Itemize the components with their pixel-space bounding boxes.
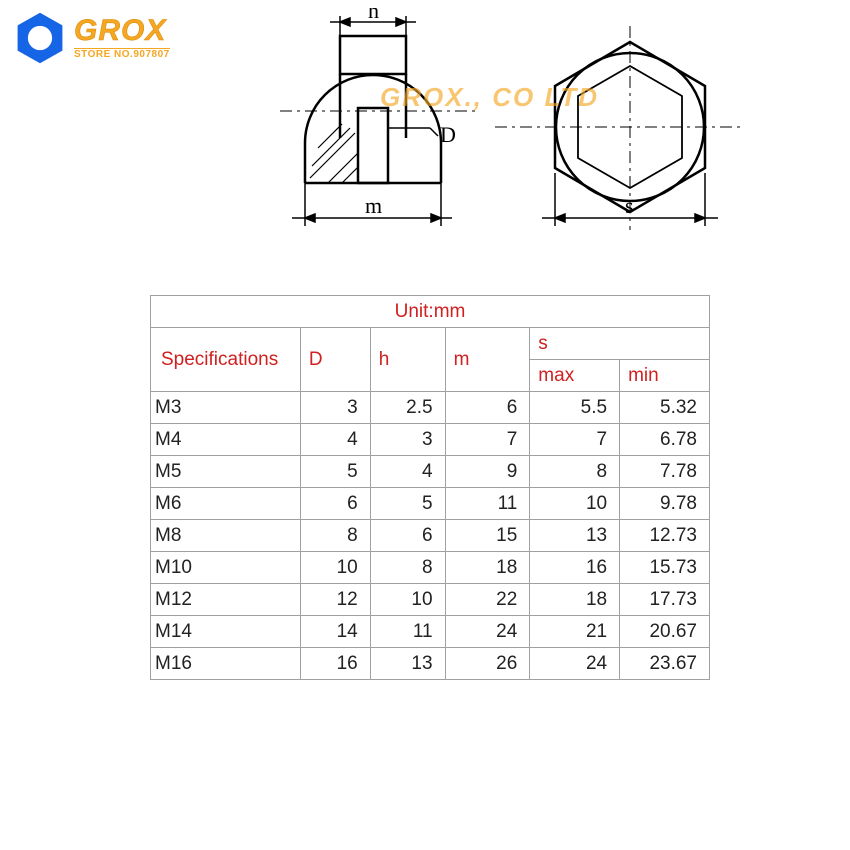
store-number: STORE NO.907807 xyxy=(74,48,170,60)
table-row: M66511109.78 xyxy=(151,488,710,520)
cell-smin: 15.73 xyxy=(620,552,710,584)
table-row: M554987.78 xyxy=(151,456,710,488)
cell-spec: M8 xyxy=(151,520,301,552)
cell-smax: 16 xyxy=(530,552,620,584)
cell-smin: 20.67 xyxy=(620,616,710,648)
cell-D: 10 xyxy=(300,552,370,584)
cell-smin: 23.67 xyxy=(620,648,710,680)
cell-smax: 8 xyxy=(530,456,620,488)
hdr-smin: min xyxy=(620,360,710,392)
table-row: M161613262423.67 xyxy=(151,648,710,680)
cell-h: 4 xyxy=(370,456,445,488)
cell-m: 6 xyxy=(445,392,530,424)
cell-spec: M14 xyxy=(151,616,301,648)
cell-m: 15 xyxy=(445,520,530,552)
cell-D: 5 xyxy=(300,456,370,488)
cell-spec: M5 xyxy=(151,456,301,488)
cell-m: 26 xyxy=(445,648,530,680)
cell-m: 9 xyxy=(445,456,530,488)
cell-smax: 10 xyxy=(530,488,620,520)
cell-smin: 7.78 xyxy=(620,456,710,488)
hex-nut-icon xyxy=(12,10,68,66)
cell-smin: 9.78 xyxy=(620,488,710,520)
cell-D: 12 xyxy=(300,584,370,616)
cell-spec: M4 xyxy=(151,424,301,456)
cell-h: 8 xyxy=(370,552,445,584)
cell-h: 10 xyxy=(370,584,445,616)
cell-m: 18 xyxy=(445,552,530,584)
hdr-m: m xyxy=(445,328,530,392)
table-row: M10108181615.73 xyxy=(151,552,710,584)
technical-diagram: h m D s xyxy=(280,8,750,248)
brand-logo: GROX STORE NO.907807 xyxy=(12,10,170,66)
cell-m: 24 xyxy=(445,616,530,648)
cell-m: 11 xyxy=(445,488,530,520)
cell-D: 3 xyxy=(300,392,370,424)
cell-D: 16 xyxy=(300,648,370,680)
hdr-D: D xyxy=(300,328,370,392)
cell-m: 22 xyxy=(445,584,530,616)
table-row: M141411242120.67 xyxy=(151,616,710,648)
cell-D: 4 xyxy=(300,424,370,456)
brand-name: GROX xyxy=(74,16,170,46)
cell-h: 13 xyxy=(370,648,445,680)
cell-spec: M10 xyxy=(151,552,301,584)
label-D: D xyxy=(440,122,456,147)
label-m: m xyxy=(365,193,382,218)
table-row: M886151312.73 xyxy=(151,520,710,552)
cell-smin: 6.78 xyxy=(620,424,710,456)
cell-h: 3 xyxy=(370,424,445,456)
cell-smax: 5.5 xyxy=(530,392,620,424)
cell-spec: M16 xyxy=(151,648,301,680)
cell-spec: M6 xyxy=(151,488,301,520)
cell-smax: 13 xyxy=(530,520,620,552)
cell-h: 6 xyxy=(370,520,445,552)
cell-h: 2.5 xyxy=(370,392,445,424)
hdr-spec: Specifications xyxy=(151,328,301,392)
cell-smax: 21 xyxy=(530,616,620,648)
cell-D: 6 xyxy=(300,488,370,520)
cell-h: 11 xyxy=(370,616,445,648)
cell-spec: M12 xyxy=(151,584,301,616)
label-s: s xyxy=(625,193,634,218)
table-row: M121210221817.73 xyxy=(151,584,710,616)
cell-smin: 17.73 xyxy=(620,584,710,616)
cell-smax: 18 xyxy=(530,584,620,616)
cell-m: 7 xyxy=(445,424,530,456)
cell-smax: 7 xyxy=(530,424,620,456)
cell-D: 14 xyxy=(300,616,370,648)
table-row: M332.565.55.32 xyxy=(151,392,710,424)
watermark-text: GROX., CO LTD xyxy=(380,82,599,113)
hdr-smax: max xyxy=(530,360,620,392)
cell-smax: 24 xyxy=(530,648,620,680)
cell-spec: M3 xyxy=(151,392,301,424)
spec-table: Unit:mm Specifications D h m s max min M… xyxy=(150,295,710,680)
hdr-h: h xyxy=(370,328,445,392)
cell-h: 5 xyxy=(370,488,445,520)
unit-label: Unit:mm xyxy=(151,296,710,328)
hdr-s: s xyxy=(530,328,710,360)
cell-D: 8 xyxy=(300,520,370,552)
label-h: h xyxy=(368,8,379,23)
table-row: M443776.78 xyxy=(151,424,710,456)
cell-smin: 12.73 xyxy=(620,520,710,552)
cell-smin: 5.32 xyxy=(620,392,710,424)
